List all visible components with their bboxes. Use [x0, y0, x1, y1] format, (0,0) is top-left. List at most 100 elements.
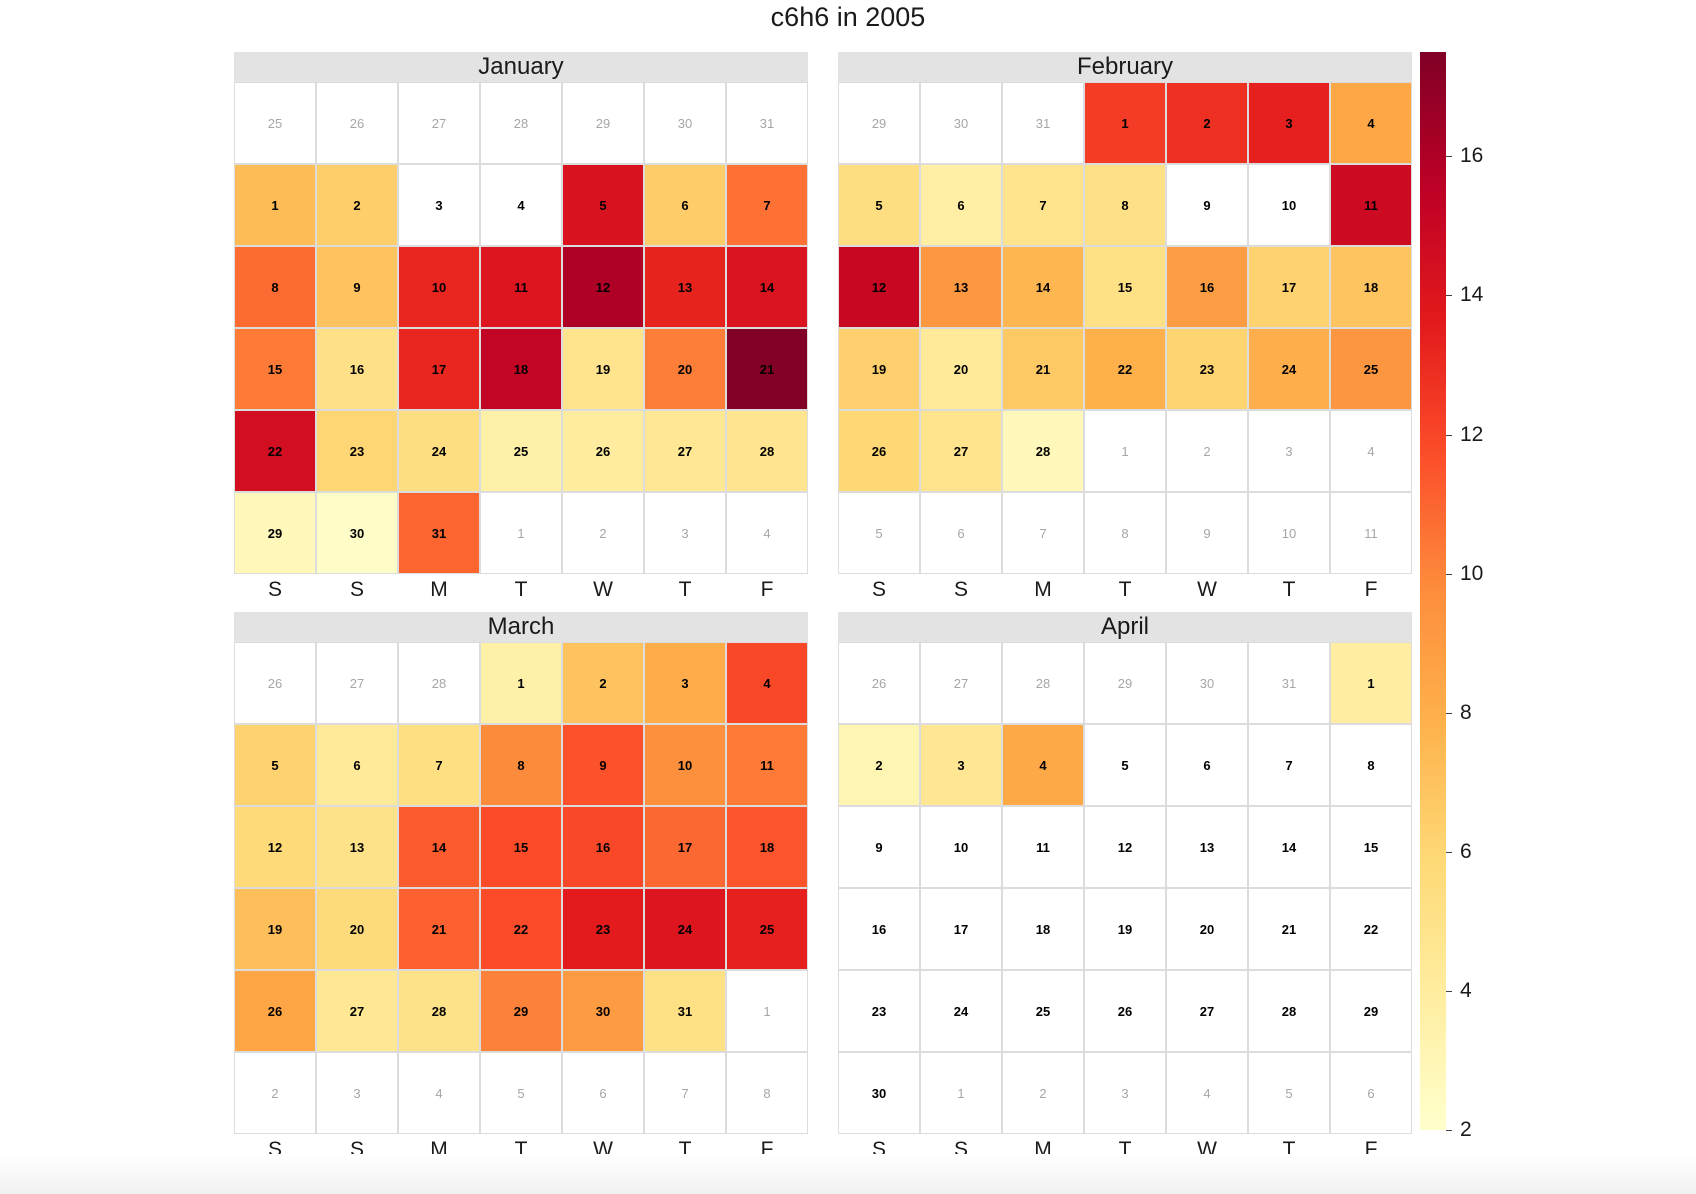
day-cell: 25: [1330, 328, 1412, 410]
day-cell: 18: [726, 806, 808, 888]
day-cell: 20: [644, 328, 726, 410]
day-cell: 2: [838, 724, 920, 806]
adjacent-month-day-cell: 3: [1248, 410, 1330, 492]
day-cell: 16: [1166, 246, 1248, 328]
day-cell: 11: [480, 246, 562, 328]
day-cell: 1: [1084, 82, 1166, 164]
day-cell: 18: [1330, 246, 1412, 328]
day-grid: 26 27 28 29 30 31 1 2 3 4 5 6 7 8 9 10 11 12 13 14 15 16 17 18 1…: [838, 642, 1412, 1134]
adjacent-month-day-cell: 4: [1166, 1052, 1248, 1134]
adjacent-month-day-cell: 5: [480, 1052, 562, 1134]
day-cell: 12: [562, 246, 644, 328]
adjacent-month-day-cell: 31: [1248, 642, 1330, 724]
legend-tick-mark: [1446, 1130, 1452, 1131]
day-cell: 22: [234, 410, 316, 492]
day-cell: 13: [1166, 806, 1248, 888]
day-cell: 8: [234, 246, 316, 328]
weekday-label: S: [871, 578, 886, 601]
day-cell: 23: [838, 970, 920, 1052]
day-cell: 21: [726, 328, 808, 410]
day-cell: 28: [1002, 410, 1084, 492]
adjacent-month-day-cell: 4: [1330, 410, 1412, 492]
adjacent-month-day-cell: 26: [234, 642, 316, 724]
day-cell: 9: [316, 246, 398, 328]
day-cell: 7: [1248, 724, 1330, 806]
day-cell: 22: [1330, 888, 1412, 970]
day-cell: 3: [644, 642, 726, 724]
day-cell: 24: [920, 970, 1002, 1052]
day-cell: 4: [1330, 82, 1412, 164]
legend-tick-label: 2: [1460, 1118, 1472, 1141]
day-cell: 19: [562, 328, 644, 410]
day-cell: 23: [562, 888, 644, 970]
day-cell: 25: [1002, 970, 1084, 1052]
adjacent-month-day-cell: 25: [234, 82, 316, 164]
weekday-label: S: [953, 578, 968, 601]
legend-colorbar: [1420, 52, 1446, 1130]
day-cell: 24: [644, 888, 726, 970]
day-cell: 4: [726, 642, 808, 724]
weekday-label: T: [1118, 578, 1132, 601]
day-cell: 15: [480, 806, 562, 888]
day-cell: 27: [644, 410, 726, 492]
day-cell: 8: [1330, 724, 1412, 806]
legend-tick-label: 6: [1460, 840, 1472, 863]
day-cell: 14: [726, 246, 808, 328]
adjacent-month-day-cell: 2: [562, 492, 644, 574]
adjacent-month-day-cell: 1: [1084, 410, 1166, 492]
adjacent-month-day-cell: 28: [398, 642, 480, 724]
day-cell: 6: [644, 164, 726, 246]
adjacent-month-day-cell: 27: [920, 642, 1002, 724]
adjacent-month-day-cell: 7: [1002, 492, 1084, 574]
day-cell: 3: [398, 164, 480, 246]
day-cell: 6: [920, 164, 1002, 246]
day-cell: 26: [1084, 970, 1166, 1052]
legend-tick-mark: [1446, 435, 1452, 436]
adjacent-month-day-cell: 27: [316, 642, 398, 724]
adjacent-month-day-cell: 29: [562, 82, 644, 164]
adjacent-month-day-cell: 5: [1248, 1052, 1330, 1134]
window-bottom-edge: [0, 1154, 1696, 1194]
day-cell: 17: [398, 328, 480, 410]
adjacent-month-day-cell: 6: [562, 1052, 644, 1134]
adjacent-month-day-cell: 30: [644, 82, 726, 164]
day-cell: 16: [316, 328, 398, 410]
day-cell: 30: [562, 970, 644, 1052]
day-cell: 14: [1248, 806, 1330, 888]
adjacent-month-day-cell: 10: [1248, 492, 1330, 574]
day-cell: 27: [1166, 970, 1248, 1052]
day-cell: 11: [1002, 806, 1084, 888]
weekday-label: M: [430, 578, 448, 601]
day-cell: 23: [1166, 328, 1248, 410]
day-cell: 9: [562, 724, 644, 806]
day-cell: 30: [838, 1052, 920, 1134]
day-cell: 28: [1248, 970, 1330, 1052]
adjacent-month-day-cell: 28: [480, 82, 562, 164]
day-cell: 12: [1084, 806, 1166, 888]
month-label: April: [838, 612, 1412, 642]
adjacent-month-day-cell: 8: [726, 1052, 808, 1134]
day-cell: 29: [480, 970, 562, 1052]
day-cell: 26: [234, 970, 316, 1052]
weekday-label: S: [267, 578, 282, 601]
legend-tick-label: 8: [1460, 701, 1472, 724]
legend-tick-label: 16: [1460, 144, 1484, 167]
legend-tick-mark: [1446, 713, 1452, 714]
day-cell: 22: [1084, 328, 1166, 410]
legend-tick-mark: [1446, 852, 1452, 853]
legend-tick-mark: [1446, 295, 1452, 296]
legend-tick-label: 14: [1460, 283, 1484, 306]
month-panel-february: February 29 30 31 1 2 3 4 5 6 7 8 9 10 11 12 13 14 15 16 17 1…: [838, 52, 1412, 604]
day-cell: 3: [920, 724, 1002, 806]
day-cell: 29: [234, 492, 316, 574]
weekday-label: W: [593, 578, 613, 601]
day-cell: 12: [234, 806, 316, 888]
month-panel-march: March 26 27 28 1 2 3 4 5 6 7 8 9 10 11 12 13 14 15 16 17 18 19…: [234, 612, 808, 1164]
day-cell: 31: [398, 492, 480, 574]
legend-tick-mark: [1446, 574, 1452, 575]
day-cell: 7: [1002, 164, 1084, 246]
day-grid: 25 26 27 28 29 30 31 1 2 3 4 5 6 7 8 9 10 11 12 13 14 15 16 17 1…: [234, 82, 808, 574]
day-cell: 2: [562, 642, 644, 724]
adjacent-month-day-cell: 2: [234, 1052, 316, 1134]
